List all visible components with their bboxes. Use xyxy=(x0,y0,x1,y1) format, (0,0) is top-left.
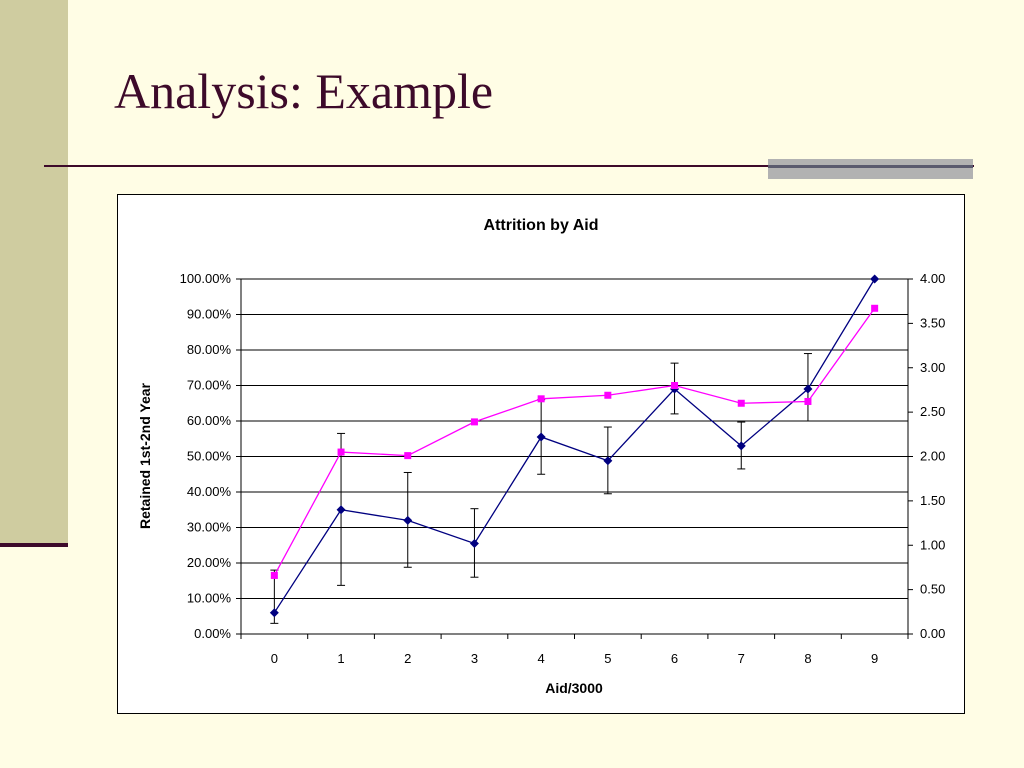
chart-title: Attrition by Aid xyxy=(484,217,599,234)
slide-title: Analysis: Example xyxy=(114,63,494,119)
y2-tick-label: 3.50 xyxy=(920,315,945,330)
y-tick-label: 90.00% xyxy=(187,307,232,322)
data-point xyxy=(469,538,479,548)
data-point xyxy=(603,456,613,466)
data-point xyxy=(804,397,812,405)
y2-tick-label: 0.00 xyxy=(920,626,945,641)
chart-series xyxy=(269,274,880,624)
y2-tick-label: 2.50 xyxy=(920,404,945,419)
x-tick-label: 2 xyxy=(404,651,411,666)
y-axis-title: Retained 1st-2nd Year xyxy=(137,382,153,529)
y2-tick-label: 2.00 xyxy=(920,449,945,464)
data-point xyxy=(671,382,679,389)
data-point xyxy=(737,399,745,407)
x-tick-label: 3 xyxy=(471,651,478,666)
y-tick-label: 60.00% xyxy=(187,413,232,428)
y-tick-label: 100.00% xyxy=(180,271,232,286)
data-point xyxy=(803,384,813,394)
series-line xyxy=(273,307,876,576)
series-2 xyxy=(270,304,879,579)
y-tick-label: 30.00% xyxy=(187,520,232,535)
y-tick-label: 70.00% xyxy=(187,378,232,393)
data-point xyxy=(337,448,345,456)
x-tick-label: 6 xyxy=(671,651,678,666)
data-point xyxy=(403,515,413,525)
data-point xyxy=(336,505,346,515)
y-tick-label: 10.00% xyxy=(187,591,232,606)
left-strip-rule xyxy=(0,543,68,547)
data-point xyxy=(269,608,279,618)
chart-frame: Attrition by Aid Aid/3000 Retained 1st-2… xyxy=(117,194,965,714)
chart-grid xyxy=(241,278,908,599)
data-point xyxy=(736,441,746,451)
x-tick-label: 5 xyxy=(604,651,611,666)
series-line xyxy=(273,278,876,614)
x-tick-label: 1 xyxy=(337,651,344,666)
chart-axes: 0.00%10.00%20.00%30.00%40.00%50.00%60.00… xyxy=(180,271,946,666)
data-point xyxy=(470,418,478,426)
y2-tick-label: 3.00 xyxy=(920,360,945,375)
series-1 xyxy=(269,274,880,624)
x-tick-label: 7 xyxy=(738,651,745,666)
title-accent-line xyxy=(768,165,973,168)
left-decorative-strip xyxy=(0,0,68,545)
y-tick-label: 0.00% xyxy=(194,626,231,641)
data-point xyxy=(871,304,879,312)
title-rule xyxy=(44,165,974,167)
y-tick-label: 40.00% xyxy=(187,484,232,499)
title-accent-bar xyxy=(768,159,973,179)
data-point xyxy=(404,452,412,460)
x-tick-label: 9 xyxy=(871,651,878,666)
y-tick-label: 50.00% xyxy=(187,449,232,464)
y2-tick-label: 1.00 xyxy=(920,537,945,552)
attrition-chart: Attrition by Aid Aid/3000 Retained 1st-2… xyxy=(137,217,946,696)
data-point xyxy=(537,395,545,403)
data-point xyxy=(536,432,546,442)
y-tick-label: 80.00% xyxy=(187,342,232,357)
y2-tick-label: 1.50 xyxy=(920,493,945,508)
x-tick-label: 0 xyxy=(271,651,278,666)
y2-tick-label: 0.50 xyxy=(920,582,945,597)
data-point xyxy=(270,571,278,579)
x-axis-title: Aid/3000 xyxy=(545,680,603,696)
y2-tick-label: 4.00 xyxy=(920,271,945,286)
x-tick-label: 4 xyxy=(538,651,545,666)
x-tick-label: 8 xyxy=(804,651,811,666)
data-point xyxy=(604,391,612,399)
y-tick-label: 20.00% xyxy=(187,555,232,570)
data-point xyxy=(670,384,680,394)
data-point xyxy=(870,274,880,284)
